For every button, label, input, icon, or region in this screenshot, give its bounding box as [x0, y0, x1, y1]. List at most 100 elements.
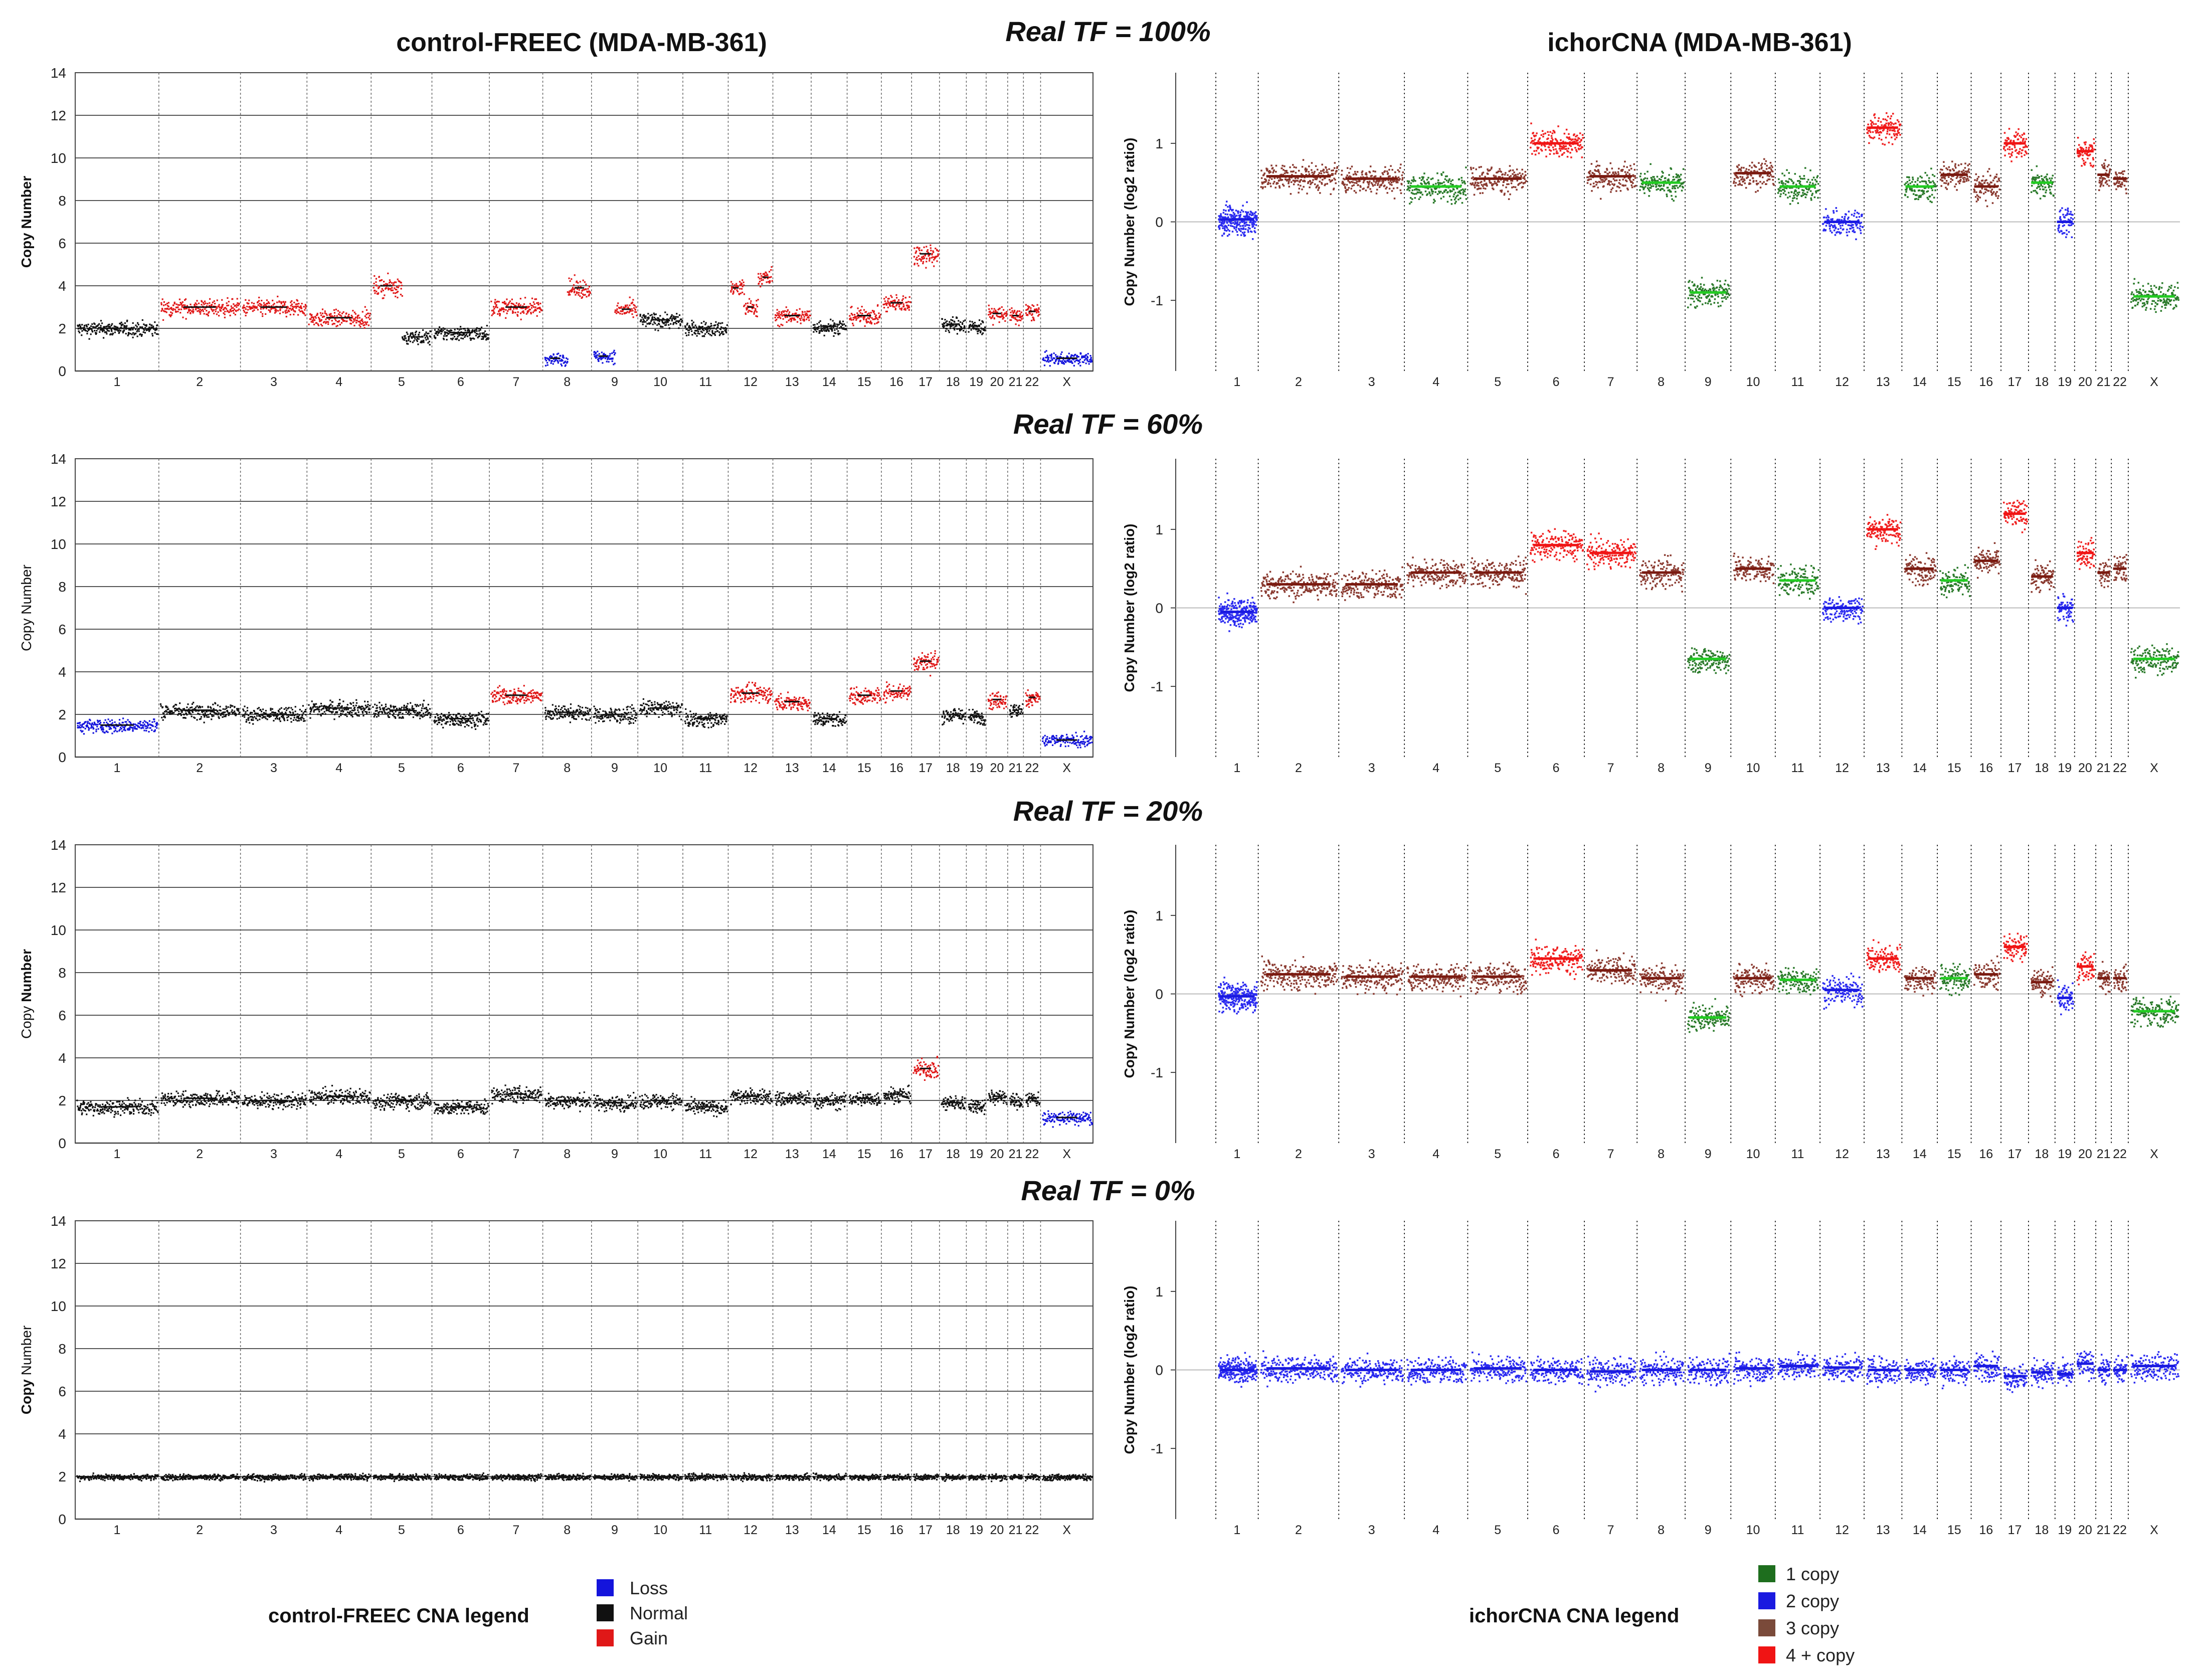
- freec-point: [355, 322, 357, 323]
- freec-point: [376, 285, 378, 286]
- freec-ytick-label: 2: [58, 321, 66, 336]
- freec-point: [181, 305, 183, 306]
- freec-point: [429, 341, 430, 342]
- freec-point: [351, 315, 352, 316]
- freec-point: [151, 333, 153, 334]
- freec-point: [215, 311, 217, 312]
- freec-point: [383, 281, 385, 282]
- freec-point: [170, 316, 171, 317]
- freec-point: [253, 303, 255, 304]
- freec-point: [532, 311, 534, 313]
- freec-point: [174, 302, 175, 303]
- freec-point: [243, 305, 245, 306]
- freec-point: [106, 331, 107, 333]
- freec-point: [353, 320, 355, 321]
- freec-point: [222, 306, 223, 308]
- freec-point: [300, 307, 302, 308]
- freec-point: [350, 320, 352, 321]
- freec-point: [392, 289, 394, 291]
- freec-point: [358, 324, 360, 326]
- freec-point: [90, 325, 92, 327]
- freec-point: [154, 332, 156, 333]
- freec-point: [374, 275, 375, 277]
- freec-point: [278, 301, 280, 303]
- freec-point: [517, 315, 518, 317]
- freec-point: [482, 337, 484, 338]
- freec-point: [330, 313, 331, 314]
- freec-ytick-label: 10: [51, 150, 66, 166]
- freec-point: [341, 322, 342, 323]
- freec-point: [308, 324, 310, 325]
- freec-point: [429, 344, 431, 345]
- freec-point: [144, 332, 146, 333]
- freec-point: [338, 320, 340, 322]
- freec-point: [276, 302, 278, 303]
- freec-point: [522, 310, 524, 312]
- freec-point: [200, 311, 201, 313]
- freec-point: [331, 320, 333, 321]
- freec-point: [203, 302, 204, 303]
- freec-point: [141, 334, 143, 335]
- freec-point: [154, 329, 156, 331]
- freec-point: [267, 303, 268, 304]
- freec-point: [419, 332, 420, 333]
- freec-point: [256, 306, 258, 308]
- freec-point: [483, 332, 485, 334]
- freec-point: [233, 310, 234, 311]
- freec-point: [313, 324, 315, 325]
- freec-point: [316, 314, 318, 315]
- freec-point: [494, 312, 495, 314]
- freec-point: [141, 327, 143, 329]
- freec-point: [323, 321, 325, 322]
- freec-point: [120, 330, 121, 331]
- freec-point: [260, 308, 262, 309]
- freec-point: [350, 323, 352, 324]
- freec-point: [410, 332, 412, 334]
- freec-point: [406, 331, 408, 333]
- freec-point: [257, 302, 258, 303]
- freec-point: [124, 322, 126, 324]
- freec-point: [359, 326, 361, 327]
- freec-ytick-label: 8: [58, 193, 66, 209]
- freec-point: [228, 305, 229, 306]
- freec-point: [292, 308, 294, 310]
- freec-point: [226, 308, 227, 310]
- freec-point: [500, 310, 501, 311]
- freec-point: [128, 333, 129, 335]
- freec-point: [438, 329, 439, 330]
- freec-point: [435, 337, 436, 338]
- freec-point: [258, 297, 260, 298]
- freec-point: [291, 300, 292, 302]
- freec-point: [203, 310, 204, 312]
- freec-point: [511, 299, 513, 300]
- freec-point: [121, 322, 122, 323]
- freec-point: [295, 307, 297, 309]
- freec-point: [168, 302, 169, 303]
- freec-ytick-label: 0: [58, 363, 66, 379]
- freec-point: [315, 317, 317, 319]
- freec-point: [96, 332, 97, 334]
- freec-point: [336, 315, 338, 317]
- freec-point: [408, 338, 410, 340]
- freec-point: [412, 341, 414, 343]
- freec-point: [196, 300, 198, 301]
- freec-point: [413, 340, 415, 341]
- freec-point: [468, 330, 470, 331]
- freec-point: [297, 314, 299, 315]
- freec-point: [179, 312, 181, 313]
- freec-point: [111, 323, 113, 325]
- freec-point: [437, 331, 439, 332]
- freec-point: [305, 307, 306, 309]
- freec-point: [190, 304, 191, 305]
- freec-point: [132, 337, 133, 338]
- freec-point: [246, 312, 248, 313]
- freec-point: [289, 308, 291, 309]
- freec-point: [321, 325, 323, 326]
- freec-point: [209, 302, 210, 304]
- freec-point: [166, 303, 168, 304]
- freec-point: [454, 336, 455, 337]
- freec-point: [204, 308, 206, 310]
- freec-point: [401, 282, 402, 283]
- freec-point: [86, 326, 88, 327]
- freec-point: [505, 303, 506, 304]
